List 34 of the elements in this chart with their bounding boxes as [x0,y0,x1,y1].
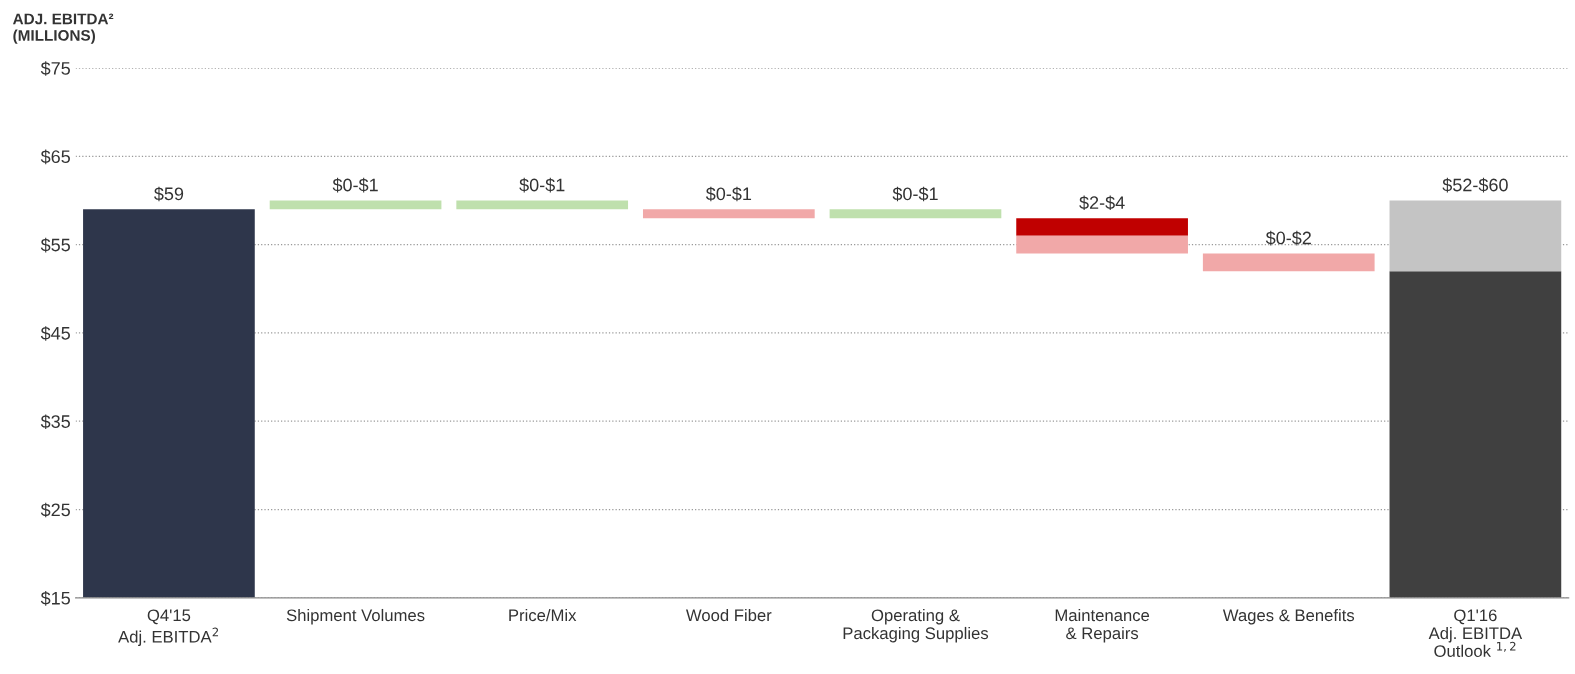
x-tick-label: Price/Mix [509,608,577,622]
bar [1202,253,1375,272]
bar [269,200,442,210]
x-tick-label: Q4'15 Adj. EBITDA$^{2}$ [118,609,219,647]
bar [1016,235,1188,254]
y-axis-title: ADJ. EBITDA² (MILLIONS) [12,13,114,44]
text: $2-$4 [1079,195,1125,211]
text: $59 [154,186,184,202]
text: $0-$1 [705,186,752,202]
bar [1389,200,1562,272]
text: $52-$60 [1442,177,1508,193]
x-tick-label: Wood Fiber [685,608,772,622]
bar [456,200,629,210]
x-tick-label: Wages & Benefits [1222,608,1355,625]
y-tick-label: $55 [40,237,70,253]
text: $0-$1 [519,177,565,193]
x-tick-label: Shipment Volumes [286,608,425,625]
y-tick-label: $25 [40,502,70,518]
x-tick-label: Maintenance & Repairs [1055,608,1150,643]
y-tick-label: $15 [40,591,70,606]
y-tick-label: $65 [40,149,70,165]
bar [1389,271,1562,598]
bar [642,209,815,219]
x-tick-label: Operating & Packaging Supplies [843,608,989,643]
y-tick-label: $45 [40,326,70,341]
text: $0-$2 [1265,230,1311,246]
bar [829,209,1002,219]
text: $0-$1 [892,186,938,202]
y-tick-label: $75 [40,61,70,76]
x-tick-label: Q1'16 Adj. EBITDA Outlook $^{1,2}$ [1428,609,1523,657]
bar [83,209,255,598]
text: $0-$1 [332,177,378,193]
bar [1016,218,1188,236]
y-tick-label: $35 [40,414,70,430]
